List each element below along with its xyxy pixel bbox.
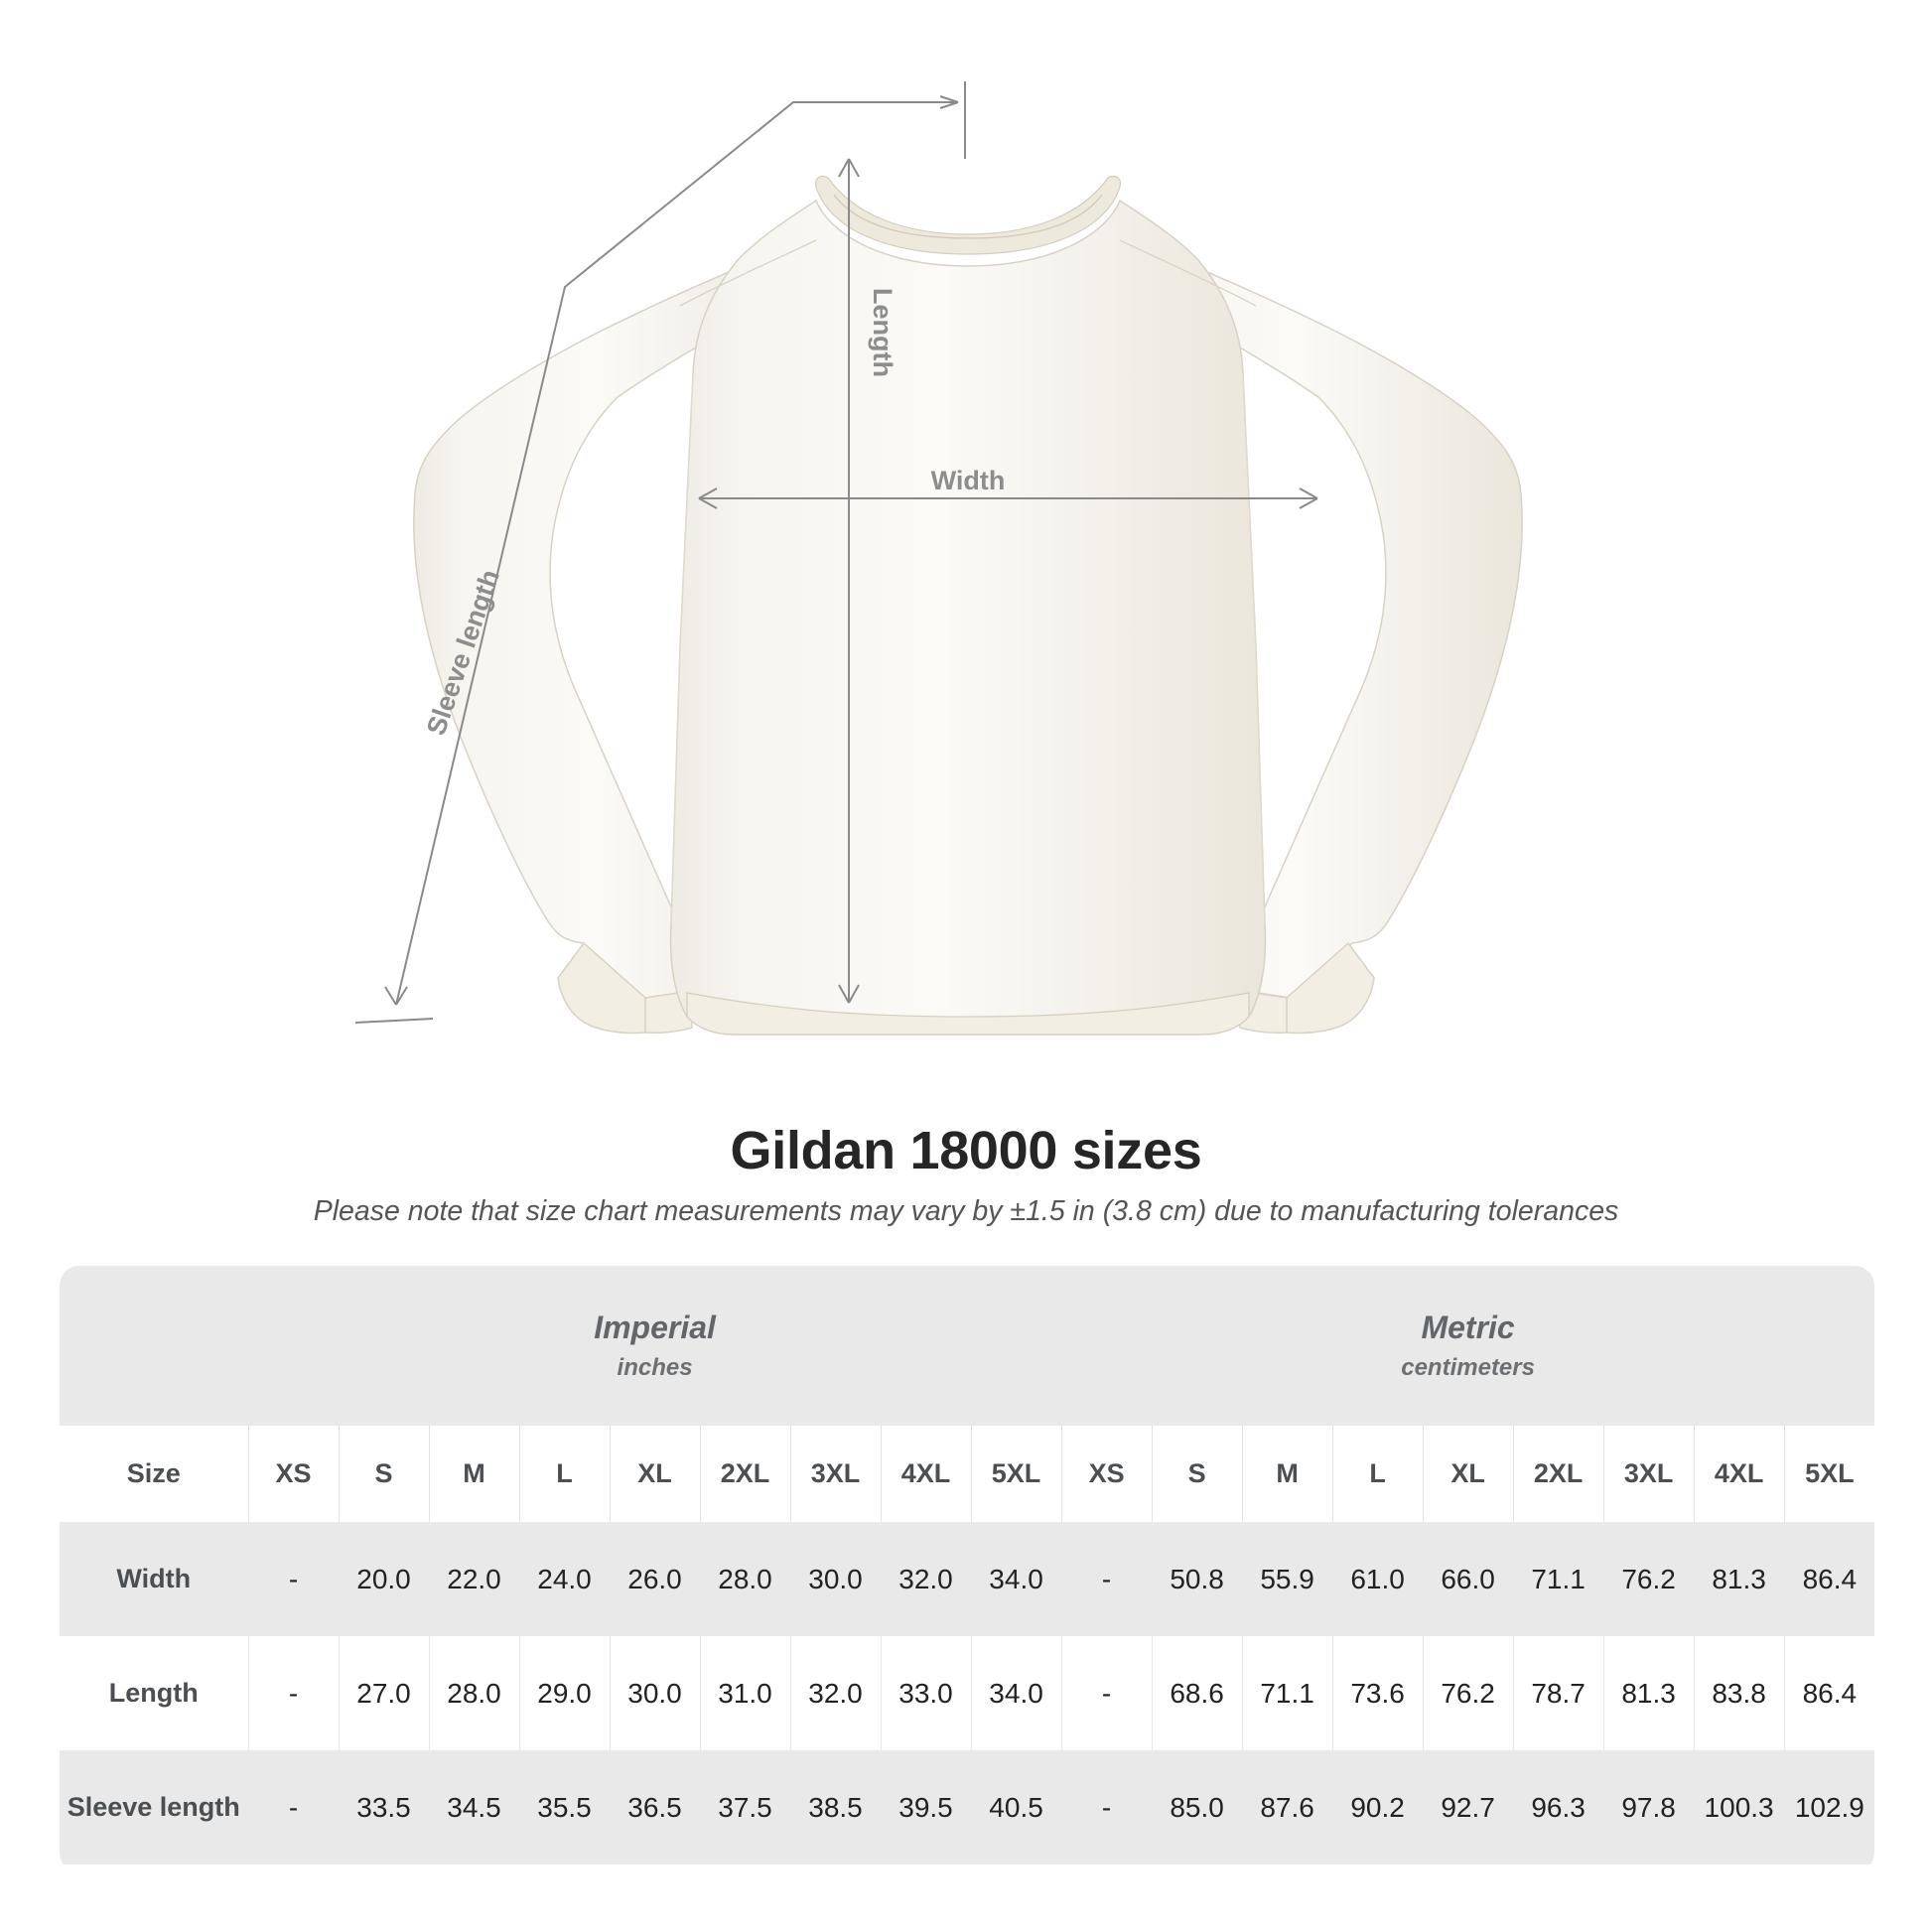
svg-text:Length: Length xyxy=(868,288,897,377)
svg-text:Width: Width xyxy=(931,466,1006,495)
